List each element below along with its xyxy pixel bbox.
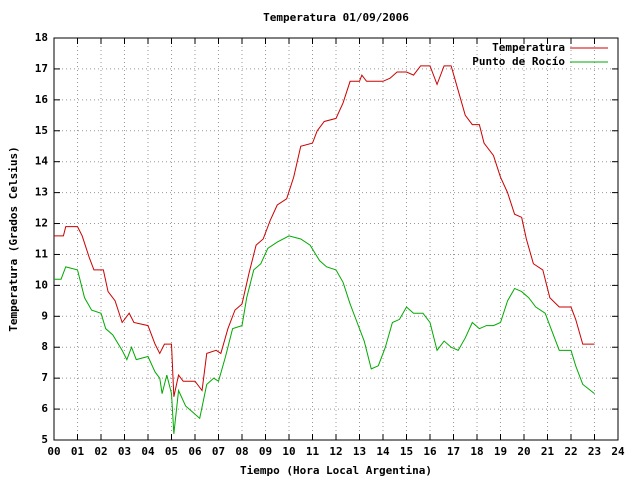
y-tick-label: 5 <box>41 433 48 446</box>
x-tick-label: 17 <box>447 445 460 458</box>
y-tick-label: 11 <box>35 247 49 260</box>
y-tick-label: 14 <box>35 155 49 168</box>
x-tick-label: 21 <box>541 445 555 458</box>
legend-label: Temperatura <box>492 41 565 54</box>
x-tick-label: 09 <box>259 445 272 458</box>
x-tick-label: 24 <box>611 445 625 458</box>
plot-frame <box>53 37 619 441</box>
y-axis-label: Temperatura (Grados Celsius) <box>7 146 20 331</box>
y-tick-label: 6 <box>41 402 48 415</box>
x-tick-label: 05 <box>165 445 178 458</box>
y-tick-label: 18 <box>35 31 48 44</box>
x-tick-label: 18 <box>470 445 483 458</box>
y-tick-label: 13 <box>35 186 48 199</box>
y-tick-label: 17 <box>35 62 48 75</box>
y-tick-label: 10 <box>35 278 48 291</box>
y-tick-label: 16 <box>35 93 49 106</box>
x-tick-label: 08 <box>235 445 248 458</box>
x-tick-label: 19 <box>494 445 507 458</box>
y-tick-label: 12 <box>35 217 48 230</box>
x-axis-label: Tiempo (Hora Local Argentina) <box>240 464 432 477</box>
x-tick-label: 11 <box>306 445 320 458</box>
y-tick-label: 9 <box>41 309 48 322</box>
y-tick-label: 8 <box>41 340 48 353</box>
data-line <box>54 65 595 397</box>
legend-label: Punto de Rocío <box>472 55 565 68</box>
x-tick-label: 07 <box>212 445 225 458</box>
x-tick-label: 14 <box>376 445 390 458</box>
x-tick-label: 01 <box>71 445 85 458</box>
x-tick-label: 06 <box>188 445 202 458</box>
x-tick-label: 12 <box>329 445 342 458</box>
x-tick-label: 10 <box>282 445 295 458</box>
x-tick-label: 13 <box>353 445 366 458</box>
x-tick-label: 03 <box>118 445 131 458</box>
x-tick-label: 00 <box>47 445 60 458</box>
data-line <box>54 235 595 434</box>
x-tick-label: 04 <box>141 445 155 458</box>
x-tick-label: 22 <box>564 445 577 458</box>
x-tick-label: 16 <box>423 445 437 458</box>
y-tick-label: 15 <box>35 124 48 137</box>
x-tick-label: 15 <box>400 445 413 458</box>
x-tick-label: 20 <box>517 445 530 458</box>
x-tick-label: 23 <box>588 445 601 458</box>
x-tick-label: 02 <box>94 445 107 458</box>
y-tick-label: 7 <box>41 371 48 384</box>
chart-title: Temperatura 01/09/2006 <box>263 11 409 24</box>
